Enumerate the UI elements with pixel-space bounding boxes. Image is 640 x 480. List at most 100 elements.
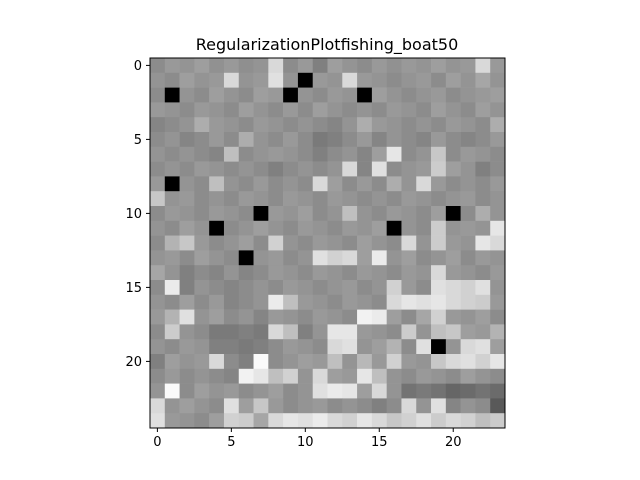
heatmap-cell <box>164 398 180 414</box>
heatmap-cell <box>357 280 373 296</box>
y-tick-label: 10 <box>125 207 142 222</box>
heatmap-cell <box>194 117 210 133</box>
heatmap-cell <box>490 206 506 222</box>
heatmap-cell <box>223 235 240 251</box>
heatmap-cell <box>312 368 328 384</box>
heatmap-cell <box>209 102 225 118</box>
heatmap-cell <box>194 354 210 370</box>
heatmap-cell <box>209 324 225 340</box>
heatmap-cell <box>401 324 417 340</box>
heatmap-cell <box>312 191 328 207</box>
heatmap-cell <box>283 58 299 74</box>
heatmap-cell <box>342 294 358 310</box>
heatmap-cell <box>357 191 373 207</box>
heatmap-cell <box>327 146 343 162</box>
heatmap-cell <box>342 102 358 118</box>
heatmap-cell <box>445 206 461 222</box>
heatmap-cell <box>431 324 447 340</box>
heatmap-cell <box>209 265 225 281</box>
heatmap-cell <box>431 265 447 281</box>
heatmap-cell <box>297 58 314 74</box>
heatmap-cell <box>297 161 314 177</box>
heatmap-cell <box>342 117 358 133</box>
heatmap-cell <box>194 235 210 251</box>
heatmap-cell <box>386 87 402 103</box>
chart-title: RegularizationPlotfishing_boat50 <box>196 35 459 55</box>
heatmap-cell <box>150 117 166 133</box>
heatmap-cell <box>490 102 506 118</box>
heatmap-cell <box>283 324 299 340</box>
heatmap-cell <box>371 206 387 222</box>
heatmap-cell <box>268 294 284 310</box>
heatmap-cell <box>460 191 476 207</box>
heatmap-cell <box>179 72 195 88</box>
heatmap-cell <box>297 368 314 384</box>
heatmap-cell <box>194 161 210 177</box>
heatmap-cell <box>460 250 476 266</box>
heatmap-cell <box>223 176 240 192</box>
heatmap-cell <box>179 339 195 355</box>
heatmap-cell <box>386 191 402 207</box>
heatmap-cell <box>371 102 387 118</box>
heatmap-cell <box>431 250 447 266</box>
heatmap-cell <box>253 72 269 88</box>
heatmap-cell <box>327 354 343 370</box>
heatmap-cell <box>194 176 210 192</box>
heatmap-cell <box>312 220 328 236</box>
heatmap-cell <box>475 280 491 296</box>
heatmap-cell <box>342 58 358 74</box>
heatmap-cell <box>268 413 284 429</box>
heatmap-cell <box>283 117 299 133</box>
heatmap-cell <box>327 58 343 74</box>
heatmap-cell <box>401 383 417 399</box>
heatmap-cell <box>342 176 358 192</box>
heatmap-cell <box>253 87 269 103</box>
heatmap-cell <box>327 102 343 118</box>
heatmap-cell <box>238 72 254 88</box>
heatmap-cell <box>386 235 402 251</box>
heatmap-cell <box>475 146 491 162</box>
heatmap-cell <box>416 146 432 162</box>
heatmap-cell <box>209 117 225 133</box>
heatmap-cell <box>150 265 166 281</box>
heatmap-cell <box>209 161 225 177</box>
heatmap-cell <box>283 294 299 310</box>
heatmap-cell <box>164 265 180 281</box>
heatmap-cell <box>401 339 417 355</box>
heatmap-cell <box>401 117 417 133</box>
heatmap-cell <box>431 58 447 74</box>
heatmap-cell <box>386 206 402 222</box>
heatmap-cell <box>238 87 254 103</box>
heatmap-cell <box>416 383 432 399</box>
heatmap-cell <box>490 309 506 325</box>
heatmap-cell <box>268 309 284 325</box>
heatmap-cell <box>150 58 166 74</box>
heatmap-cell <box>253 413 269 429</box>
heatmap-cell <box>475 132 491 148</box>
heatmap-cell <box>253 280 269 296</box>
heatmap-cell <box>209 206 225 222</box>
heatmap-cell <box>297 339 314 355</box>
heatmap-cell <box>460 339 476 355</box>
heatmap-cell <box>357 309 373 325</box>
heatmap-cell <box>386 383 402 399</box>
heatmap-cell <box>342 191 358 207</box>
heatmap-cell <box>342 339 358 355</box>
heatmap-cell <box>416 206 432 222</box>
heatmap-cell <box>209 220 225 236</box>
heatmap-cell <box>297 102 314 118</box>
heatmap-cell <box>416 102 432 118</box>
heatmap-cell <box>327 265 343 281</box>
heatmap-cell <box>445 383 461 399</box>
x-axis: 0 5 10 15 20 <box>153 428 462 450</box>
heatmap-cell <box>283 354 299 370</box>
heatmap-cell <box>386 398 402 414</box>
heatmap-cell <box>150 132 166 148</box>
heatmap-cell <box>431 161 447 177</box>
heatmap-cell <box>490 398 506 414</box>
heatmap-cell <box>238 294 254 310</box>
heatmap-cell <box>179 294 195 310</box>
heatmap-cell <box>268 324 284 340</box>
heatmap-cell <box>179 87 195 103</box>
heatmap-cell <box>327 132 343 148</box>
